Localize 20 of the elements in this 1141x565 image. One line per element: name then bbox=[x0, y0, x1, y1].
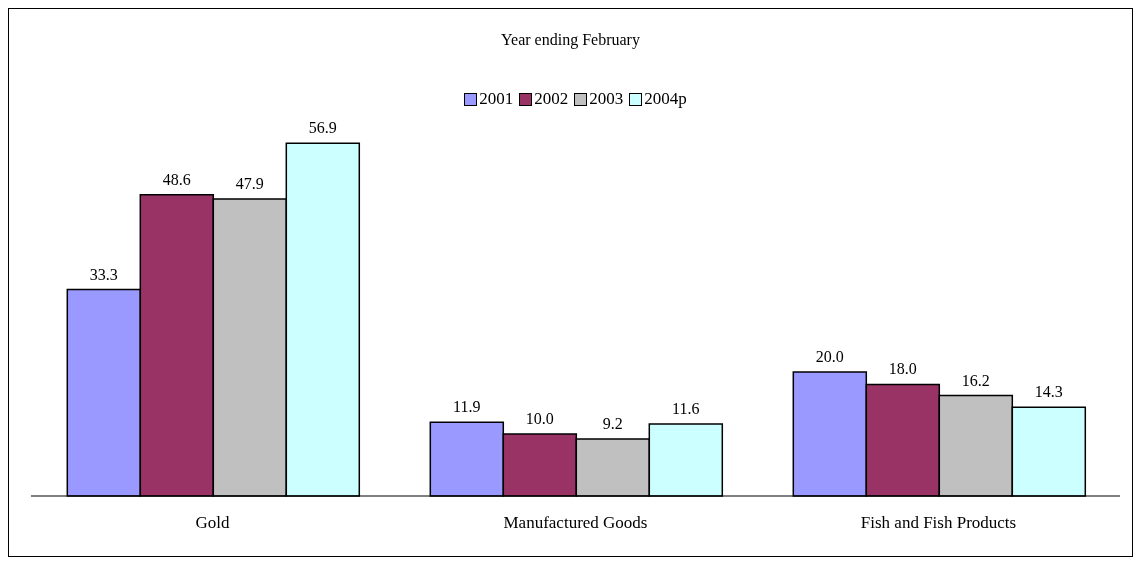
legend-label: 2001 bbox=[479, 89, 514, 109]
data-label: 56.9 bbox=[308, 119, 337, 137]
data-label: 14.3 bbox=[1034, 383, 1063, 401]
data-label: 48.6 bbox=[162, 170, 191, 188]
data-label: 10.0 bbox=[525, 410, 554, 427]
x-tick-label: Manufactured Goods bbox=[503, 513, 648, 533]
legend-label: 2002 bbox=[534, 89, 569, 109]
data-label: 9.2 bbox=[602, 414, 623, 432]
legend-label: 2004p bbox=[644, 89, 687, 109]
data-label: 16.2 bbox=[961, 371, 990, 389]
legend-label: 2003 bbox=[589, 89, 624, 109]
x-tick-label: Gold bbox=[195, 513, 230, 533]
chart-title: Year ending February bbox=[500, 31, 641, 49]
x-tick-label: Fish and Fish Products bbox=[860, 513, 1017, 533]
data-label: 20.0 bbox=[815, 348, 844, 365]
data-label: 33.3 bbox=[89, 265, 118, 283]
data-label: 11.6 bbox=[672, 400, 700, 418]
data-label: 47.9 bbox=[235, 175, 264, 193]
data-label: 18.0 bbox=[888, 360, 917, 378]
data-label: 11.9 bbox=[453, 398, 481, 416]
